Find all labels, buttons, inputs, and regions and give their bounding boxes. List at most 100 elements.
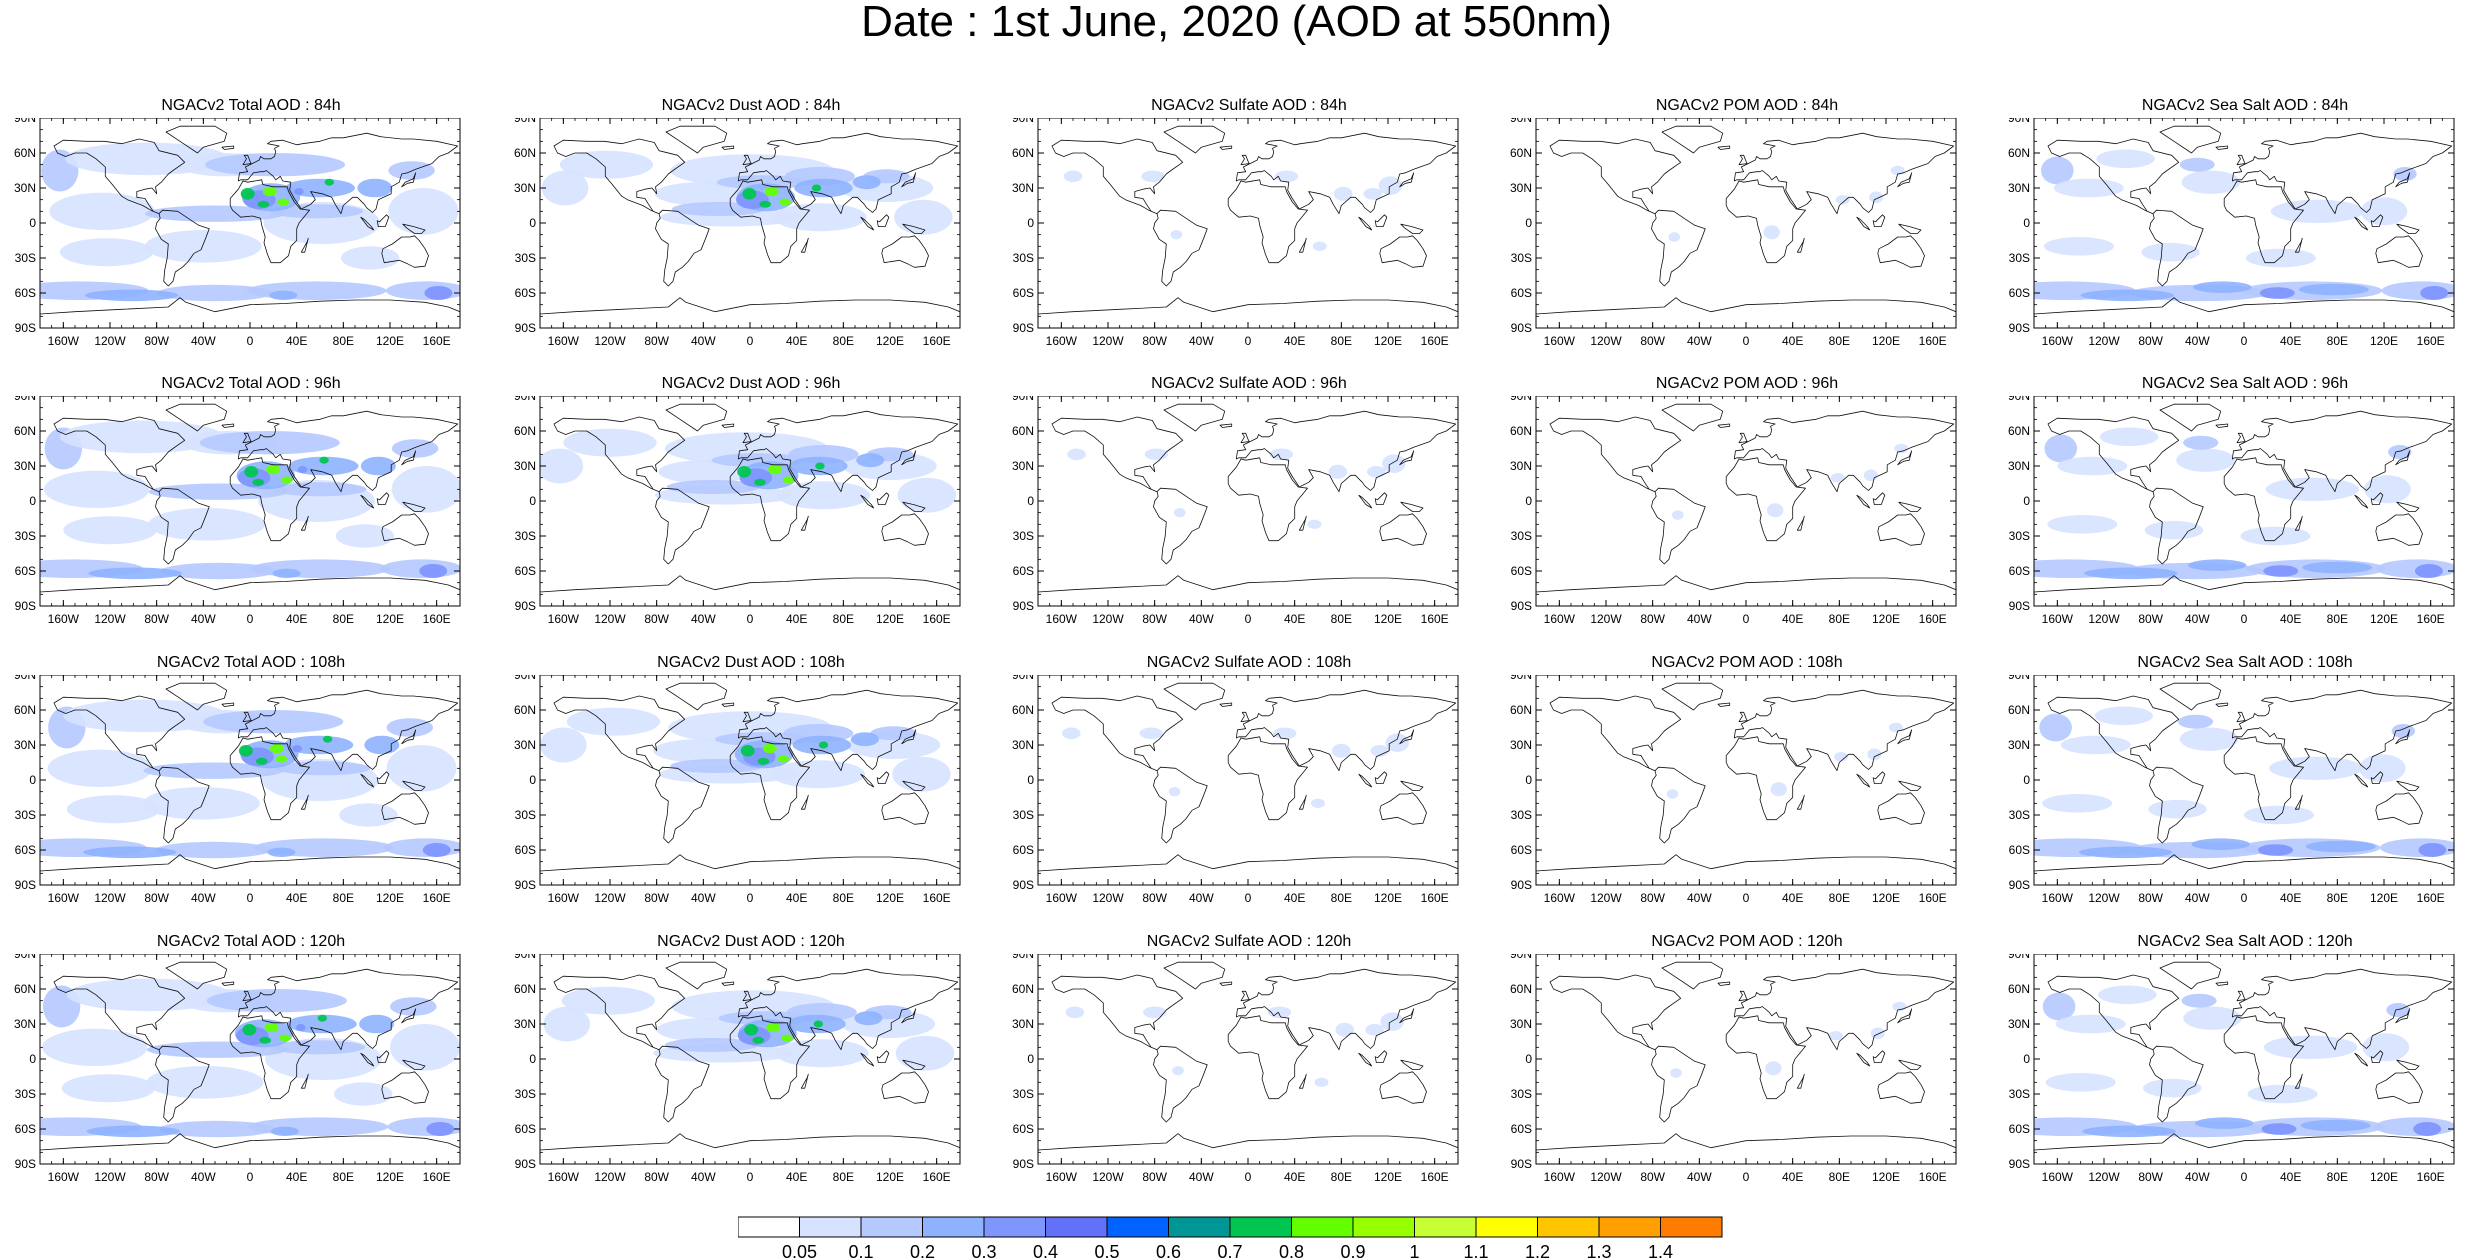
lat-tick-label: 60N — [2008, 424, 2030, 438]
aod-blob — [388, 161, 435, 180]
lon-tick-label: 160W — [548, 1170, 580, 1184]
aod-blob — [561, 986, 655, 1015]
aod-blob — [273, 482, 367, 497]
panel-title: NGACv2 Sea Salt AOD : 120h — [2137, 933, 2353, 950]
lon-tick-label: 160E — [1919, 1170, 1947, 1184]
lat-tick-label: 60S — [1013, 564, 1034, 578]
aod-blob — [285, 178, 355, 198]
lat-tick-label: 90N — [514, 675, 536, 682]
lat-tick-label: 30N — [514, 181, 536, 195]
lon-tick-label: 160W — [1046, 334, 1078, 348]
coastline — [2034, 125, 2454, 328]
lat-tick-label: 60N — [1012, 146, 1034, 160]
lon-tick-label: 40E — [286, 334, 307, 348]
lat-tick-label: 0 — [29, 216, 36, 230]
lon-tick-label: 160E — [923, 1170, 951, 1184]
world-map: 90N 60N 30N 0 30S 60S 90S 160W 120W 80W 40W 0 40E 80E… — [1510, 396, 1957, 626]
aod-blob — [2078, 846, 2173, 859]
lon-tick-label: 80W — [2138, 334, 2163, 348]
aod-blob — [84, 289, 179, 302]
lat-tick-label: 90S — [15, 878, 36, 892]
lon-tick-label: 0 — [247, 1170, 254, 1184]
panel-title: NGACv2 Dust AOD : 120h — [657, 933, 845, 950]
aod-blob — [752, 1036, 764, 1044]
lat-tick-label: 30N — [514, 1017, 536, 1031]
aod-blob — [1062, 727, 1081, 740]
lon-tick-label: 120W — [1590, 334, 1622, 348]
lon-tick-label: 120W — [1092, 334, 1124, 348]
colorbar-box — [1660, 1216, 1723, 1238]
coastline — [1536, 682, 1956, 885]
lat-tick-label: 60S — [1511, 564, 1532, 578]
lon-tick-label: 0 — [1245, 891, 1252, 905]
lat-tick-label: 0 — [1525, 216, 1532, 230]
map-panel-total-row-1: NGACv2 Total AOD : 96h 90N 60N 30N 0 30S 60S 90… — [0, 368, 461, 628]
lon-tick-label: 40E — [786, 1170, 807, 1184]
lon-tick-label: 120W — [2088, 334, 2120, 348]
lon-tick-label: 80W — [1640, 334, 1665, 348]
aod-blob — [317, 1014, 327, 1022]
lat-tick-label: 30S — [1013, 808, 1034, 822]
aod-blob — [1888, 722, 1903, 733]
aod-blob — [1273, 727, 1297, 740]
aod-blob — [1063, 170, 1083, 183]
aod-blob — [424, 286, 453, 300]
world-map: 90N 60N 30N 0 30S 60S 90S 160W 120W 80W 40W 0 40E 80E… — [1510, 118, 1957, 348]
lon-tick-label: 80W — [2138, 1170, 2163, 1184]
aod-blob — [269, 290, 298, 300]
coastline — [40, 403, 460, 606]
lon-tick-label: 0 — [747, 612, 754, 626]
aod-blob — [341, 246, 400, 270]
lon-tick-label: 40E — [786, 612, 807, 626]
lat-tick-label: 0 — [529, 1052, 536, 1066]
lon-tick-label: 40W — [2185, 334, 2210, 348]
aod-blob — [870, 726, 917, 741]
lon-tick-label: 120E — [876, 1170, 904, 1184]
world-map: 90N 60N 30N 0 30S 60S 90S 160W 120W 80W 40W 0 40E 80E… — [14, 118, 461, 348]
aod-blob — [66, 795, 161, 824]
colorbar-box — [738, 1216, 800, 1238]
lat-tick-label: 30N — [2008, 181, 2030, 195]
lon-tick-label: 40E — [1284, 891, 1305, 905]
lat-tick-label: 0 — [29, 494, 36, 508]
aod-blob — [540, 727, 587, 763]
lat-tick-label: 90N — [514, 118, 536, 125]
lat-tick-label: 30S — [1511, 1087, 1532, 1101]
lon-tick-label: 40E — [1284, 612, 1305, 626]
lat-tick-label: 0 — [1027, 1052, 1034, 1066]
aod-field-layer — [2034, 118, 2454, 328]
aod-field-layer — [1536, 118, 1956, 328]
lat-tick-label: 60S — [1511, 286, 1532, 300]
lon-tick-label: 40W — [1687, 612, 1712, 626]
aod-field-layer — [1536, 675, 1956, 885]
lon-tick-label: 160E — [923, 891, 951, 905]
lon-tick-label: 80E — [1331, 334, 1352, 348]
aod-blob — [894, 199, 953, 235]
lon-tick-label: 80W — [644, 1170, 669, 1184]
aod-field-layer — [1038, 954, 1458, 1164]
aod-field-layer — [1038, 675, 1458, 885]
aod-blob — [2053, 178, 2124, 198]
lon-tick-label: 0 — [1245, 334, 1252, 348]
lat-tick-label: 90N — [14, 954, 36, 961]
lon-tick-label: 80E — [333, 891, 354, 905]
colorbar-box — [1229, 1216, 1292, 1238]
aod-blob — [2080, 289, 2174, 302]
lat-tick-label: 90S — [1013, 321, 1034, 335]
map-panel-seasalt-row-3: NGACv2 Sea Salt AOD : 120h 90N 60N 30N 0 30S 6… — [1994, 926, 2455, 1186]
lat-tick-label: 30S — [515, 1087, 536, 1101]
lon-tick-label: 120W — [594, 612, 626, 626]
colorbar-box — [983, 1216, 1046, 1238]
world-map: 90N 60N 30N 0 30S 60S 90S 160W 120W 80W 40W 0 40E 80E… — [14, 675, 461, 905]
aod-blob — [2270, 199, 2365, 223]
lon-tick-label: 120E — [2370, 334, 2398, 348]
lat-tick-label: 90N — [14, 396, 36, 403]
aod-blob — [1835, 195, 1850, 205]
aod-field-layer — [2034, 675, 2454, 885]
lat-tick-label: 30S — [15, 251, 36, 265]
lon-tick-label: 120E — [1374, 1170, 1402, 1184]
lat-tick-label: 60N — [1510, 146, 1532, 160]
aod-blob — [2391, 724, 2415, 738]
colorbar-label: 1 — [1409, 1242, 1419, 1260]
aod-blob — [1863, 469, 1878, 482]
